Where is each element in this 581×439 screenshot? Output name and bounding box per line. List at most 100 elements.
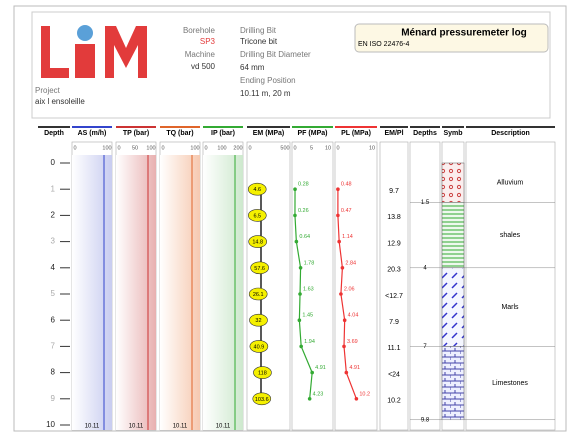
depth-label: 3 <box>51 237 56 246</box>
em-label: 40.9 <box>254 344 265 350</box>
depth-label: 4 <box>51 263 56 272</box>
em-marker <box>249 313 268 327</box>
pl-point <box>342 344 346 349</box>
em-marker <box>248 235 267 248</box>
depth-label: 9 <box>51 394 56 403</box>
pf-label: 1.94 <box>304 339 315 345</box>
track <box>291 141 334 431</box>
lithology <box>441 267 465 347</box>
em-pl: 10.2 <box>387 398 401 405</box>
lithology <box>441 346 465 421</box>
pf-point <box>297 318 302 323</box>
scale-label: 0 <box>293 145 296 151</box>
scale-label: 0 <box>248 145 251 151</box>
scale-label: 0 <box>117 145 120 151</box>
standard: EN ISO 22476-4 <box>358 41 409 48</box>
label: Drilling Bit <box>240 26 277 35</box>
em-pl: <24 <box>388 371 400 378</box>
em-label: 57.6 <box>254 266 265 272</box>
depth-label: 2 <box>51 211 56 220</box>
pl-point <box>342 318 347 323</box>
scale-label: 10 <box>369 145 375 151</box>
column-header: EM (MPa) <box>253 130 285 137</box>
pf-point <box>298 292 302 296</box>
scale-label: 0 <box>73 145 76 151</box>
pf-point <box>294 239 299 244</box>
pf-label: 0.64 <box>299 234 310 240</box>
em-pl: 7.9 <box>389 319 399 326</box>
pl-point <box>336 213 340 218</box>
end-depth: 10.11 <box>129 424 144 430</box>
label: Project <box>35 86 61 95</box>
column-header: Symb <box>443 130 462 137</box>
em-label: 26.1 <box>253 292 264 298</box>
column-header: IP (bar) <box>211 130 235 137</box>
lithology <box>441 202 465 269</box>
pl-point <box>340 266 345 270</box>
column-header: Description <box>491 130 530 137</box>
column-header: TQ (bar) <box>166 130 193 137</box>
layer-name: Marls <box>501 304 519 311</box>
title-box <box>354 23 549 53</box>
value: vd 500 <box>191 62 216 71</box>
pl-point <box>354 397 359 401</box>
em-marker <box>252 392 272 406</box>
column-header: EM/Pl <box>384 130 403 137</box>
em-label: 32 <box>255 318 261 324</box>
layer-depth: 1.5 <box>421 200 430 206</box>
depth-label: 10 <box>46 420 55 429</box>
em-marker <box>249 340 269 353</box>
value: Tricone bit <box>240 37 278 46</box>
pl-point <box>336 187 340 191</box>
lithology <box>441 162 465 203</box>
end-depth: 10.11 <box>216 424 231 430</box>
scale-label: 50 <box>132 145 138 151</box>
track-fill <box>160 155 200 430</box>
em-pl: 9.7 <box>389 188 399 195</box>
em-pl: 20.3 <box>387 267 401 274</box>
column-header: TP (bar) <box>123 130 149 137</box>
em-marker <box>248 287 268 301</box>
scale-label: 0 <box>204 145 207 151</box>
em-marker <box>247 209 267 222</box>
em-label: 6.5 <box>253 213 261 219</box>
pl-point <box>337 239 341 244</box>
em-marker <box>253 366 272 379</box>
layer-depth: 9.8 <box>421 417 430 423</box>
column-header: PL (MPa) <box>341 130 371 137</box>
pf-label: 1.78 <box>304 260 315 266</box>
pl-label: 2.84 <box>345 260 356 266</box>
label: Borehole <box>183 26 216 35</box>
depth-label: 5 <box>51 289 56 298</box>
scale-label: 100 <box>102 145 111 151</box>
column-header: PF (MPa) <box>298 130 328 137</box>
depth-label: 0 <box>51 158 56 167</box>
value: aix l ensoleille <box>35 97 85 106</box>
track <box>334 141 378 431</box>
pf-label: 0.28 <box>298 182 309 188</box>
em-label: 118 <box>258 371 267 377</box>
em-marker <box>247 182 267 196</box>
column-header: Depth <box>44 130 64 137</box>
em-label: 103.6 <box>255 397 269 403</box>
title: Ménard pressuremeter log <box>401 28 527 39</box>
pf-label: 0.26 <box>298 208 309 214</box>
depth-label: 7 <box>51 342 56 351</box>
layer-depth: 4 <box>423 265 427 271</box>
depth-label: 1 <box>51 184 56 193</box>
label: Ending Position <box>240 76 296 85</box>
pl-point <box>344 370 349 375</box>
em-label: 14.8 <box>252 240 263 246</box>
pf-point <box>310 370 314 375</box>
column-header: Depths <box>413 130 437 137</box>
scale-label: 500 <box>280 145 289 151</box>
depth-label: 8 <box>51 368 56 377</box>
scale-label: 100 <box>217 145 226 151</box>
pf-point <box>299 344 303 349</box>
pf-point <box>293 187 297 191</box>
label: Machine <box>185 50 216 59</box>
track-fill <box>72 155 112 430</box>
layer-depth: 7 <box>423 344 427 350</box>
pl-label: 0.47 <box>341 208 352 214</box>
em-pl: 11.1 <box>387 345 400 352</box>
